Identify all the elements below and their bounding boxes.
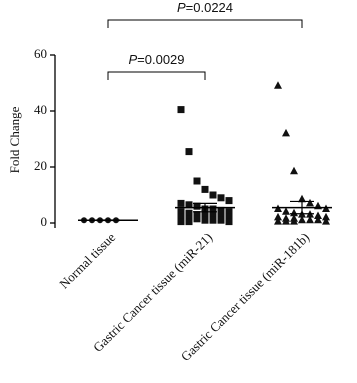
point (322, 212, 330, 221)
point (322, 217, 330, 225)
point (290, 166, 298, 175)
point (209, 212, 217, 220)
point (217, 216, 225, 224)
point (217, 206, 225, 214)
point (217, 212, 225, 220)
error-bar (193, 202, 217, 213)
point (193, 202, 201, 210)
point (298, 215, 306, 224)
y-axis-label: Fold Change (7, 106, 22, 173)
point (314, 215, 322, 224)
point (185, 201, 193, 209)
point (177, 208, 185, 216)
point (274, 81, 282, 89)
point (193, 211, 201, 219)
point (177, 106, 185, 114)
point (185, 148, 193, 156)
point (225, 218, 233, 226)
point (201, 216, 209, 224)
point (185, 209, 193, 217)
point (201, 211, 209, 219)
point (306, 198, 314, 207)
point (282, 128, 290, 137)
point (225, 208, 233, 216)
point (290, 217, 298, 225)
point (177, 218, 185, 226)
x-tick-label: Normal tissue (56, 229, 118, 291)
point (225, 213, 233, 221)
point (209, 191, 217, 199)
point (193, 177, 201, 185)
point (298, 194, 306, 203)
bracket (107, 71, 206, 80)
point (274, 217, 282, 225)
y-tick-label: 20 (34, 158, 47, 173)
point (177, 213, 185, 221)
point (201, 185, 209, 193)
point (314, 211, 322, 219)
p-value: P=0.0029 (128, 52, 184, 67)
point (217, 194, 225, 202)
error-bar (290, 200, 314, 215)
y-tick-label: 60 (34, 46, 47, 61)
p-value: P=0.0224 (177, 0, 233, 15)
point (193, 215, 201, 223)
bracket (107, 19, 303, 28)
point (177, 199, 185, 207)
point (274, 212, 282, 221)
error-bar (96, 219, 120, 222)
y-tick-label: 0 (41, 214, 48, 229)
point (282, 207, 290, 215)
point (185, 218, 193, 226)
point (225, 197, 233, 205)
point (306, 215, 314, 224)
point (209, 216, 217, 224)
y-tick-label: 40 (34, 102, 47, 117)
point (282, 217, 290, 225)
point (209, 205, 217, 213)
